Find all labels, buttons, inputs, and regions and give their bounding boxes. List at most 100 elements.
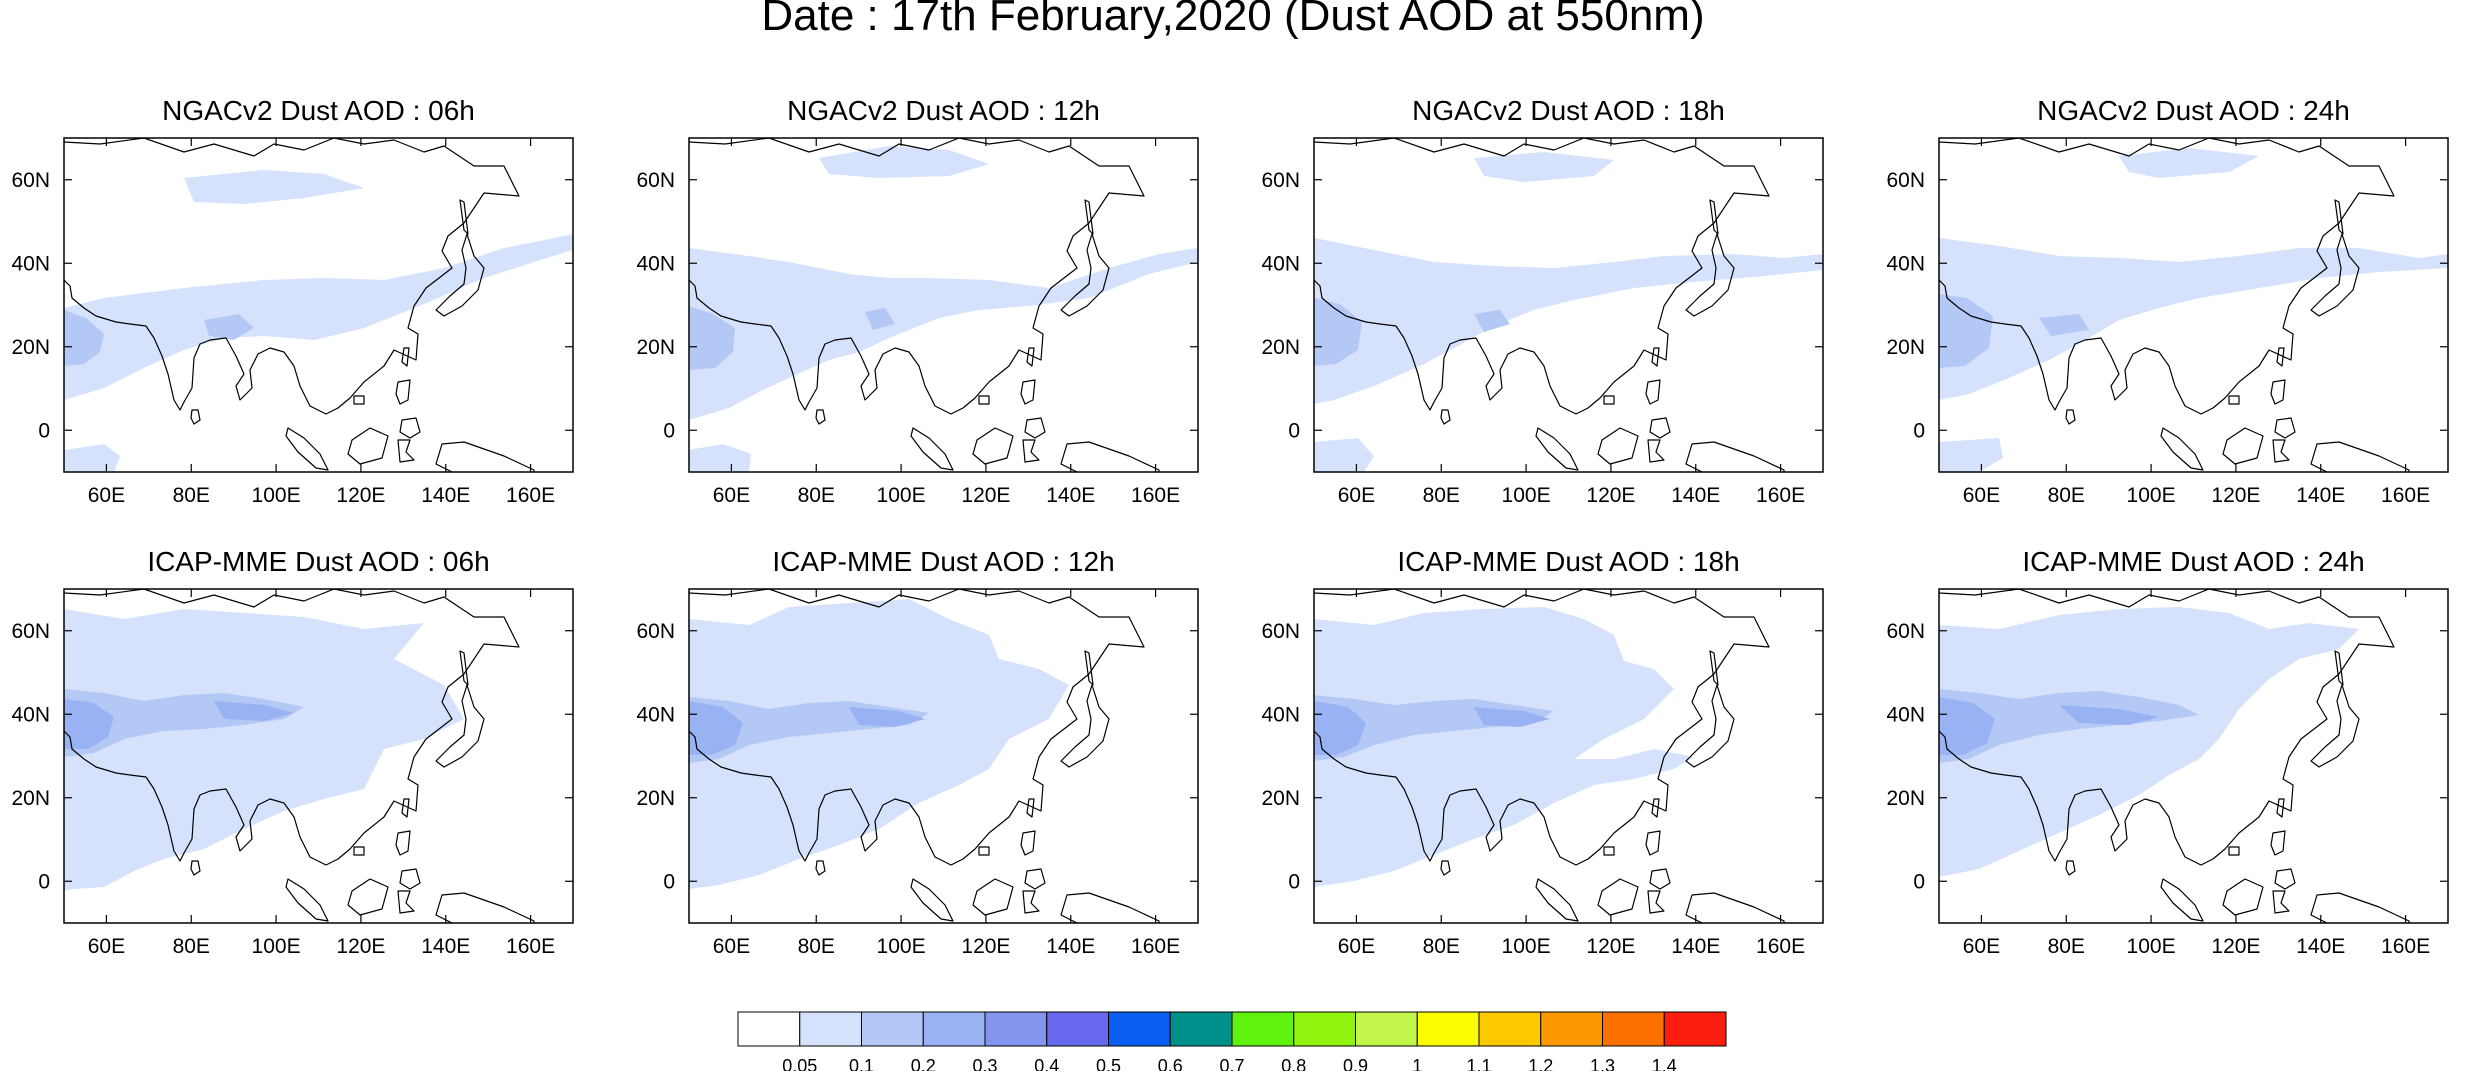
y-tick-label: 0 [663,419,675,442]
x-tick-label: 80E [798,935,835,958]
colorbar-label: 1.4 [1652,1056,1677,1071]
map-frame [1313,137,1824,473]
y-tick-label: 20N [636,336,675,359]
colorbar-label: 0.4 [1034,1056,1059,1071]
aod-shading [1314,238,1823,404]
map-frame [63,588,574,924]
y-tick-label: 0 [663,870,675,893]
x-tick-label: 60E [713,935,750,958]
colorbar-swatch [1231,1011,1295,1047]
panel-title: NGACv2 Dust AOD : 18h [1412,95,1725,126]
panel-title: ICAP-MME Dust AOD : 12h [772,546,1114,577]
x-tick-label: 80E [1423,484,1460,507]
x-tick-label: 120E [1586,935,1635,958]
map-frame [1313,588,1824,924]
x-tick-label: 80E [173,935,210,958]
x-tick-label: 140E [2296,484,2345,507]
y-tick-label: 40N [11,703,50,726]
aod-shading [819,146,989,178]
map-frame [1938,137,2449,473]
y-tick-label: 60N [1261,620,1300,643]
panel-title: ICAP-MME Dust AOD : 18h [1397,546,1739,577]
colorbar: 0.05 0.1 0.2 0.3 0.4 0.5 0.6 0.7 0.8 0.9 1 1.1 1.2 1.… [737,1011,1727,1071]
x-tick-label: 160E [1131,935,1180,958]
x-tick-label: 140E [421,935,470,958]
x-tick-label: 120E [2211,935,2260,958]
x-tick-label: 120E [2211,484,2260,507]
x-tick-label: 140E [1046,935,1095,958]
map-panel: ICAP-MME Dust AOD : 06h 60E 80E 100E 120E 140… [11,546,574,958]
x-tick-label: 160E [506,484,555,507]
x-tick-label: 140E [421,484,470,507]
colorbar-label: 0.2 [911,1056,936,1071]
dust-aod-field [689,589,1160,923]
aod-shading [1939,438,2003,472]
x-tick-label: 140E [1671,935,1720,958]
x-tick-label: 160E [2381,484,2430,507]
colorbar-swatch [799,1011,862,1047]
x-tick-label: 140E [1046,484,1095,507]
aod-shading [1474,310,1510,332]
y-tick-label: 40N [1886,252,1925,275]
y-tick-label: 40N [11,252,50,275]
x-tick-label: 120E [336,935,385,958]
colorbar-swatch [1108,1011,1171,1047]
map-panel: NGACv2 Dust AOD : 24h 60E 80E 100E 120E 140E 1… [1886,95,2449,507]
dust-aod-field [689,138,1198,472]
aod-shading [1939,294,1993,368]
aod-shading [184,170,364,204]
y-tick-label: 0 [38,870,50,893]
panel-title: NGACv2 Dust AOD : 24h [2037,95,2350,126]
aod-shading [865,308,895,330]
x-tick-label: 100E [1502,484,1551,507]
x-tick-label: 140E [1671,484,1720,507]
x-tick-label: 120E [1586,484,1635,507]
colorbar-label: 0.6 [1158,1056,1183,1071]
aod-shading [64,444,120,472]
y-tick-label: 60N [1886,169,1925,192]
colorbar-swatch [1602,1011,1665,1047]
map-frame [688,588,1199,924]
aod-shading [1939,689,2199,763]
aod-shading [64,310,104,366]
aod-shading [1314,607,1694,887]
aod-shading [64,234,573,400]
colorbar-swatch [984,1011,1048,1047]
colorbar-swatch [1169,1011,1233,1047]
x-tick-label: 160E [506,935,555,958]
colorbar-label: 1 [1412,1056,1422,1071]
map-panel: ICAP-MME Dust AOD : 24h 60E 80E 100E 120E 140… [1886,546,2449,958]
x-tick-label: 160E [1756,935,1805,958]
colorbar-label: 0.05 [782,1056,817,1071]
map-panel: NGACv2 Dust AOD : 12h 60E 80E 100E 120E 140E 1… [636,95,1199,507]
aod-shading [1939,607,2359,877]
x-tick-label: 80E [2048,484,2085,507]
x-tick-label: 60E [88,484,125,507]
y-tick-label: 0 [1913,419,1925,442]
colorbar-swatch [1293,1011,1356,1047]
x-tick-label: 60E [1338,484,1375,507]
aod-shading [689,248,1198,420]
x-tick-label: 60E [1338,935,1375,958]
aod-shading [689,599,1069,889]
aod-shading [689,444,751,472]
y-tick-label: 60N [1886,620,1925,643]
y-tick-label: 60N [636,620,675,643]
x-tick-label: 60E [88,935,125,958]
y-tick-label: 20N [636,787,675,810]
x-tick-label: 100E [1502,935,1551,958]
colorbar-label: 0.5 [1096,1056,1121,1071]
aod-shading [849,707,925,727]
aod-shading [2039,314,2089,336]
y-tick-label: 40N [636,252,675,275]
map-panel: ICAP-MME Dust AOD : 18h 60E 80E 100E 120E 140… [1261,546,1824,958]
aod-shading [64,609,464,891]
aod-shading [1314,438,1374,472]
y-tick-label: 60N [636,169,675,192]
aod-shading [1939,238,2448,400]
y-tick-label: 20N [1886,787,1925,810]
aod-shading [1314,298,1362,366]
panel-title: ICAP-MME Dust AOD : 24h [2022,546,2364,577]
dust-aod-field [1939,589,2410,923]
